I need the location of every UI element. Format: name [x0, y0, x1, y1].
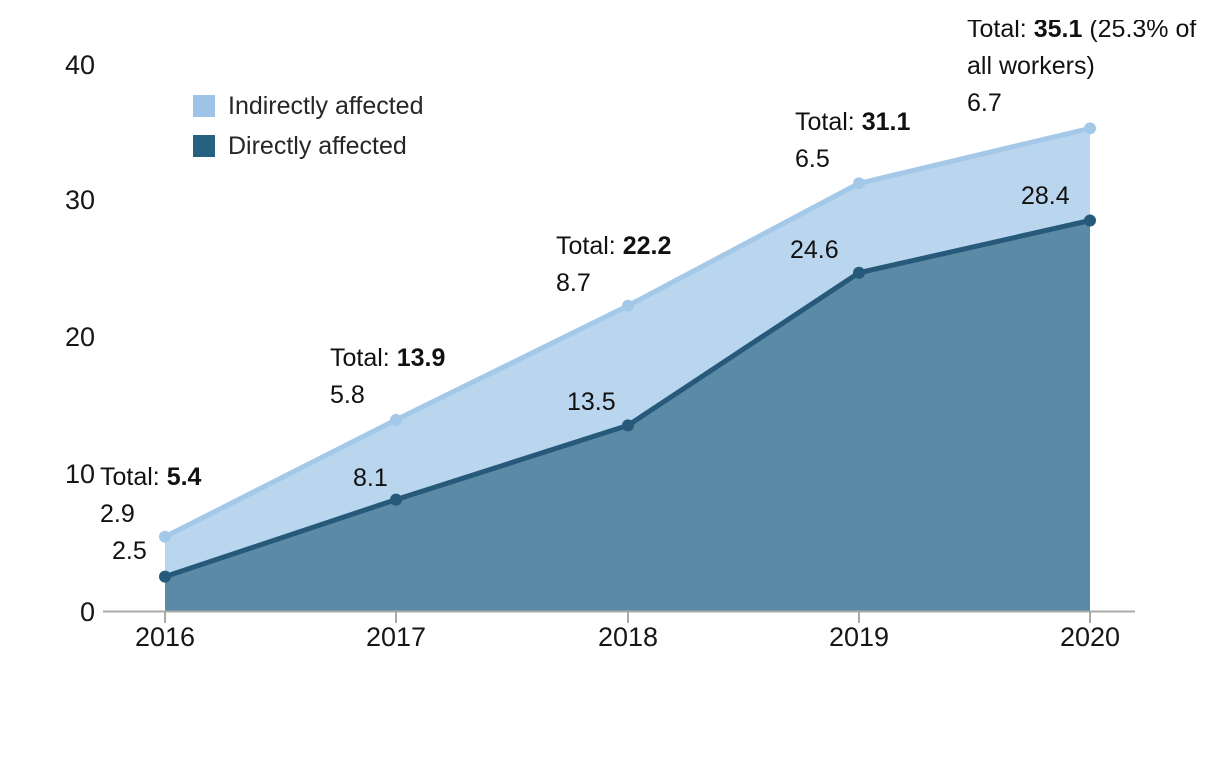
indirect-value-label: 2.9 [100, 500, 135, 528]
total-value: 5.4 [166, 463, 202, 491]
y-axis-tick-label: 30 [64, 185, 95, 215]
direct-value-label-2017: 8.1 [353, 464, 388, 492]
y-axis-tick-label: 10 [64, 459, 95, 489]
x-axis-tick-label: 2018 [597, 622, 659, 652]
annotation-2020: Total: 35.1 (25.3% of all workers) 6.7 [967, 11, 1216, 122]
direct-point-marker [390, 493, 402, 506]
annotation-2019: Total: 31.1 6.5 [795, 104, 910, 178]
total-value: 22.2 [622, 232, 672, 260]
direct-point-marker [853, 266, 865, 279]
legend-label: Indirectly affected [228, 91, 424, 120]
total-label: Total: 31.1 [795, 104, 910, 141]
legend-swatch-indirect [193, 95, 215, 117]
legend: Indirectly affected Directly affected [193, 92, 423, 175]
total-label: Total: 5.4 [100, 459, 201, 496]
direct-point-marker [622, 419, 634, 432]
annotation-2018: Total: 22.2 8.7 [556, 228, 671, 302]
total-value: 31.1 [861, 108, 911, 136]
direct-area [165, 220, 1090, 611]
total-point-marker [1084, 122, 1096, 135]
annotation-2017: Total: 13.9 5.8 [330, 340, 445, 414]
legend-label: Directly affected [228, 131, 407, 160]
total-prefix: Total: [100, 463, 167, 491]
total-prefix: Total: [556, 232, 623, 260]
indirect-value-label: 6.7 [967, 89, 1002, 117]
total-point-marker [853, 177, 865, 190]
x-axis-tick-label: 2020 [1059, 622, 1121, 652]
total-value: 13.9 [396, 344, 446, 372]
x-axis-tick-label: 2016 [134, 622, 196, 652]
total-label: Total: 13.9 [330, 340, 445, 377]
total-prefix: Total: [330, 344, 397, 372]
direct-value-label-2019: 24.6 [790, 236, 839, 264]
direct-point-marker [1084, 214, 1096, 227]
direct-value-label-2020: 28.4 [1021, 182, 1070, 210]
top-edge-clip [0, 0, 1216, 20]
y-axis-tick-label: 20 [64, 322, 95, 352]
legend-item-directly-affected: Directly affected [193, 132, 423, 160]
indirect-area [165, 128, 1090, 577]
x-axis-tick-label: 2017 [365, 622, 427, 652]
indirect-value-label: 8.7 [556, 269, 591, 297]
direct-value-label-2018: 13.5 [567, 388, 616, 416]
y-axis-tick-label: 0 [79, 597, 95, 627]
total-label: Total: 35.1 (25.3% of all workers) [967, 11, 1216, 85]
direct-point-marker [159, 570, 171, 583]
legend-swatch-direct [193, 135, 215, 157]
total-point-marker [390, 413, 402, 426]
indirect-value-label: 6.5 [795, 145, 830, 173]
indirect-value-label: 5.8 [330, 381, 365, 409]
annotation-2016: Total: 5.4 2.9 2.5 [100, 459, 201, 570]
total-point-marker [159, 530, 171, 543]
total-label: Total: 22.2 [556, 228, 671, 265]
total-point-marker [622, 299, 634, 312]
legend-item-indirectly-affected: Indirectly affected [193, 92, 423, 120]
direct-value-label: 2.5 [112, 537, 147, 565]
x-axis-tick-label: 2019 [828, 622, 890, 652]
total-prefix: Total: [795, 108, 862, 136]
y-axis-tick-label: 40 [64, 50, 95, 80]
